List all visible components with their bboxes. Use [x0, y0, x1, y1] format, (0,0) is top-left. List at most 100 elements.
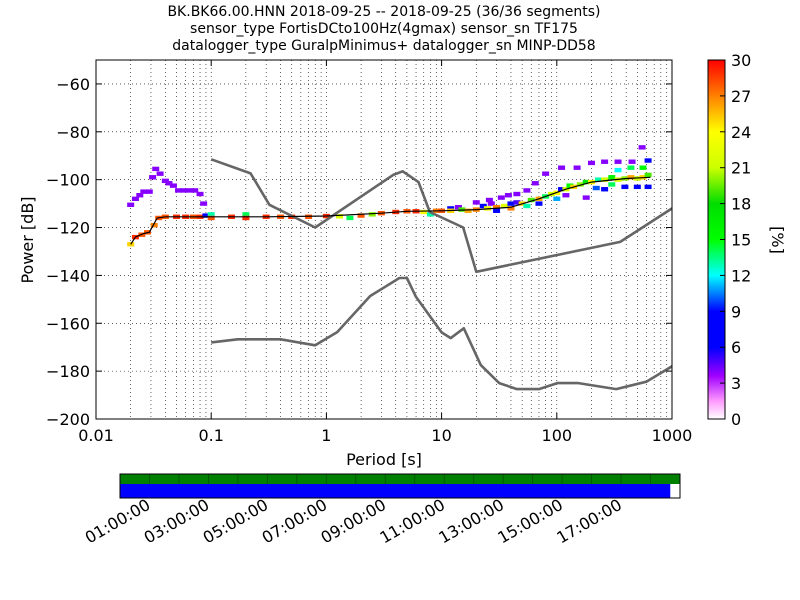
colorbar-tick-label: 24 [731, 123, 751, 142]
pdf-cell [627, 175, 635, 180]
pdf-cell [513, 200, 521, 205]
pdf-cell [207, 215, 215, 221]
time-tick-label: 07:00:00 [259, 495, 331, 547]
plot-area [96, 60, 672, 419]
pdf-cell [558, 187, 566, 192]
x-axis-ticks: 0.01 0.1 1 10 100 1000 [78, 60, 692, 445]
pdf-cell [497, 195, 505, 200]
pdf-cell [608, 182, 616, 187]
pdf-cell [573, 165, 581, 170]
pdf-cell [447, 206, 455, 211]
y-tick-label: −80 [56, 123, 90, 142]
colorbar-tick-label: 6 [731, 338, 741, 357]
time-tick-label: 09:00:00 [318, 495, 390, 547]
pdf-cell [608, 175, 616, 180]
colorbar-tick-label: 30 [731, 51, 751, 70]
colorbar-tick-label: 0 [731, 410, 741, 429]
pdf-cell [493, 204, 501, 210]
pdf-cell [639, 165, 647, 170]
pdf-cell [592, 185, 600, 191]
pdf-cell [633, 184, 641, 190]
pdf-cell [487, 201, 495, 206]
pdf-cell [587, 160, 595, 166]
time-tick-label: 17:00:00 [553, 495, 625, 547]
pdf-cell [644, 158, 652, 163]
chart-title-line-1: BK.BK66.00.HNN 2018-09-25 -- 2018-09-25 … [167, 4, 600, 20]
pdf-cell [582, 195, 590, 200]
pdf-cell [140, 189, 148, 194]
time-tick-label: 05:00:00 [200, 495, 272, 547]
pdf-cell [191, 188, 199, 193]
x-tick-label: 1 [321, 426, 331, 445]
pdf-cell [186, 188, 194, 193]
pdf-cell [426, 212, 434, 217]
pdf-cell [504, 193, 512, 198]
colorbar-tick-label: 15 [731, 231, 751, 250]
pdf-cell [507, 206, 515, 211]
pdf-cell [336, 214, 344, 219]
pdf-cell [169, 183, 177, 188]
pdf-cell [601, 159, 609, 164]
mode-trace-line [130, 176, 651, 245]
pdf-cell [621, 184, 629, 190]
noise-models [210, 158, 672, 391]
pdf-cell [628, 159, 636, 164]
pdf-cell [131, 196, 139, 202]
pdf-cell [127, 242, 135, 247]
pdf-cell [535, 201, 543, 206]
pdf-cell [614, 159, 622, 164]
pdf-cell [479, 203, 487, 209]
time-tick-label: 01:00:00 [82, 495, 154, 547]
x-tick-label: 100 [542, 426, 573, 445]
chart-title-line-3: datalogger_type GuralpMinimus+ datalogge… [172, 38, 595, 54]
pdf-cell [161, 178, 169, 184]
colorbar-tick-label: 27 [731, 87, 751, 106]
x-tick-label: 0.01 [78, 426, 114, 445]
pdf-cell [454, 204, 462, 210]
availability-used-segment [120, 484, 671, 498]
pdf-cell [202, 213, 210, 218]
pdf-cell [200, 201, 208, 206]
mode-trace [130, 176, 651, 245]
y-tick-label: −100 [46, 171, 90, 190]
y-tick-label: −120 [46, 219, 90, 238]
pdf-cell [145, 189, 153, 194]
time-tick-label: 03:00:00 [141, 495, 213, 547]
pdf-cell [357, 213, 365, 218]
pdf-cell [180, 188, 188, 193]
pdf-cell [420, 209, 428, 215]
pdf-cell [553, 196, 561, 202]
time-axis-ticks: 01:00:0003:00:0005:00:0007:00:0009:00:00… [82, 495, 625, 547]
pdf-cell [507, 201, 515, 206]
pdf-cell [196, 191, 204, 197]
y-tick-label: −180 [46, 362, 90, 381]
new-low-noise-model-line [211, 276, 672, 391]
pdf-cell [156, 171, 164, 176]
pdf-cell [644, 172, 652, 178]
pdf-cell [242, 215, 250, 221]
availability-data-segment [120, 474, 680, 484]
colorbar-ticks: 0 3 6 9 12 15 18 21 24 27 30 [720, 51, 751, 429]
pdf-cell [601, 177, 609, 182]
availability-frame [119, 473, 681, 499]
pdf-cell [485, 197, 493, 203]
pdf-cell [558, 165, 566, 170]
pdf-cell [594, 177, 602, 182]
x-tick-label: 10 [431, 426, 451, 445]
new-high-noise-model-line [210, 158, 672, 274]
plot-frame [95, 59, 673, 420]
pdf-cell [582, 179, 590, 185]
pdf-cell [368, 212, 376, 217]
colorbar-tick-label: 21 [731, 159, 751, 178]
y-tick-label: −160 [46, 314, 90, 333]
pdf-cell [644, 184, 652, 190]
pdf-cell [523, 188, 531, 193]
pdf-cell [165, 181, 173, 186]
x-tick-label: 0.1 [198, 426, 223, 445]
pdf-cell [566, 183, 574, 188]
chart-title-line-2: sensor_type FortisDCto100Hz(4gmax) senso… [190, 21, 578, 37]
colorbar-tick-label: 9 [731, 302, 741, 321]
colorbar-tick-label: 3 [731, 374, 741, 393]
y-axis-ticks: −200 −180 −160 −140 −120 −100 −80 −60 [46, 75, 672, 429]
